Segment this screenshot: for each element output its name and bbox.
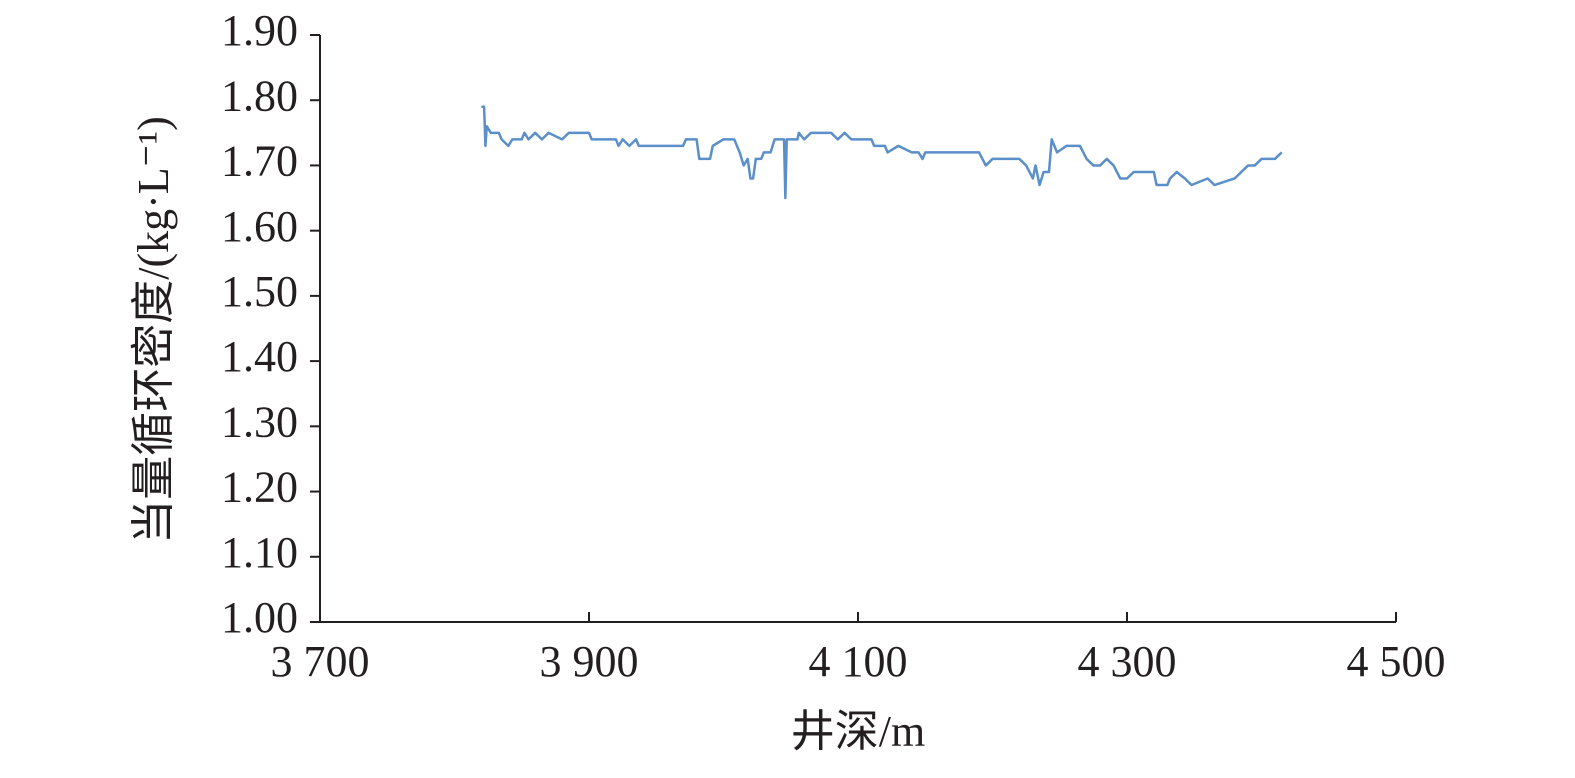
- x-tick-label: 4 100: [809, 637, 908, 686]
- y-tick-label: 1.20: [221, 463, 298, 512]
- y-tick-label: 1.90: [221, 6, 298, 55]
- x-tick-label: 4 500: [1347, 637, 1446, 686]
- y-tick-label: 1.40: [221, 332, 298, 381]
- y-tick-label: 1.00: [221, 593, 298, 642]
- x-tick-label: 3 900: [540, 637, 639, 686]
- y-tick-label: 1.30: [221, 397, 298, 446]
- y-axis-label: 当量循环密度/(kg·L⁻¹): [129, 116, 178, 543]
- data-line: [481, 105, 1283, 200]
- x-tick-label: 3 700: [271, 637, 370, 686]
- y-tick-label: 1.50: [221, 267, 298, 316]
- y-tick-label: 1.60: [221, 202, 298, 251]
- y-tick-label: 1.10: [221, 528, 298, 577]
- y-tick-label: 1.70: [221, 137, 298, 186]
- y-tick-label: 1.80: [221, 71, 298, 120]
- x-axis-label: 井深/m: [791, 707, 925, 756]
- x-tick-label: 4 300: [1078, 637, 1177, 686]
